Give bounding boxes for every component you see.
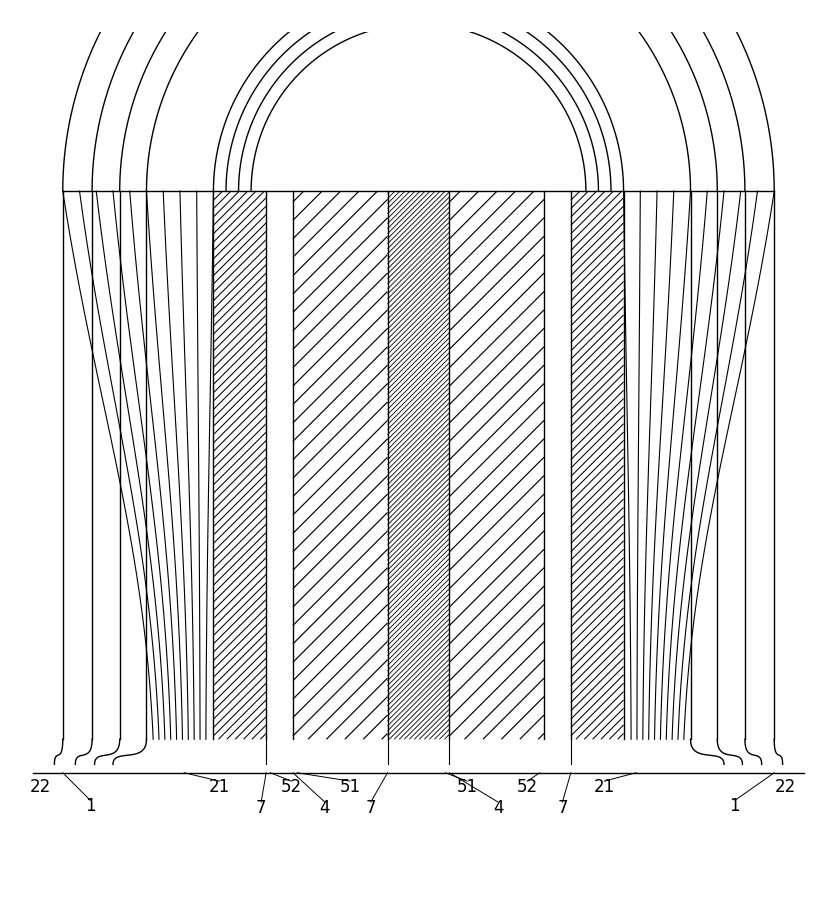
Text: 1: 1	[729, 797, 739, 815]
Text: 21: 21	[593, 778, 614, 796]
Text: 21: 21	[208, 778, 230, 796]
Text: 7: 7	[365, 799, 375, 817]
Text: 51: 51	[456, 778, 477, 796]
Text: 4: 4	[319, 799, 329, 817]
Text: 22: 22	[773, 778, 795, 796]
Text: 22: 22	[29, 778, 51, 796]
Text: 51: 51	[339, 778, 360, 796]
Text: 52: 52	[516, 778, 538, 796]
Text: 1: 1	[85, 797, 95, 815]
Text: 52: 52	[280, 778, 302, 796]
Text: 7: 7	[256, 799, 266, 817]
Text: 7: 7	[557, 799, 567, 817]
Text: 4: 4	[492, 799, 502, 817]
